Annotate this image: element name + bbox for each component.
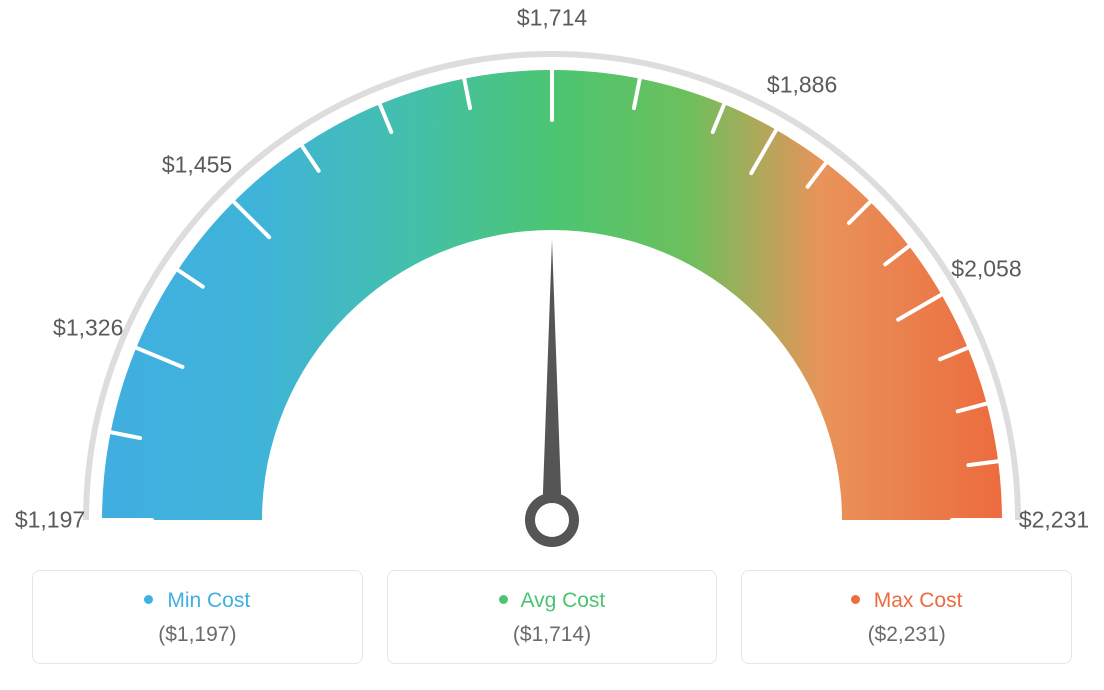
gauge-tick-label: $1,714 bbox=[517, 5, 587, 32]
gauge-tick-label: $1,886 bbox=[767, 71, 837, 98]
legend-title-max: Max Cost bbox=[752, 589, 1061, 613]
gauge-tick-label: $1,197 bbox=[15, 507, 85, 534]
dot-icon-max bbox=[851, 595, 860, 604]
legend-card-min: Min Cost ($1,197) bbox=[32, 570, 363, 664]
gauge-tick-label: $1,326 bbox=[53, 314, 123, 341]
gauge-tick-label: $1,455 bbox=[162, 152, 232, 179]
dot-icon-min bbox=[144, 595, 153, 604]
legend-title-text-min: Min Cost bbox=[167, 589, 250, 612]
legend-title-min: Min Cost bbox=[43, 589, 352, 613]
gauge-tick-label: $2,231 bbox=[1019, 507, 1089, 534]
gauge-chart: $1,197 $1,326 $1,455 $1,714 $1,886 $2,058 $2,2… bbox=[0, 0, 1104, 560]
legend-title-avg: Avg Cost bbox=[398, 589, 707, 613]
gauge-tick-label: $2,058 bbox=[951, 255, 1021, 282]
legend-card-avg: Avg Cost ($1,714) bbox=[387, 570, 718, 664]
legend-value-min: ($1,197) bbox=[43, 623, 352, 647]
legend-row: Min Cost ($1,197) Avg Cost ($1,714) Max … bbox=[32, 570, 1072, 664]
dot-icon-avg bbox=[499, 595, 508, 604]
legend-value-avg: ($1,714) bbox=[398, 623, 707, 647]
legend-value-max: ($2,231) bbox=[752, 623, 1061, 647]
legend-card-max: Max Cost ($2,231) bbox=[741, 570, 1072, 664]
gauge-svg bbox=[0, 0, 1104, 560]
legend-title-text-max: Max Cost bbox=[874, 589, 963, 612]
legend-title-text-avg: Avg Cost bbox=[520, 589, 605, 612]
